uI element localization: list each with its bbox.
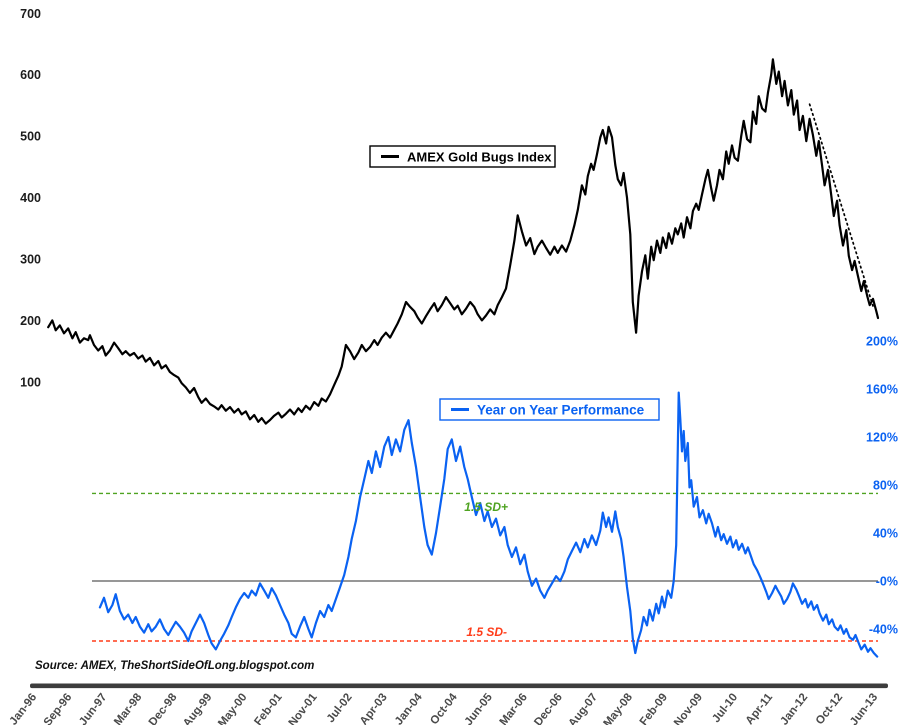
x-axis-tick-label: Aug-07 <box>567 691 600 725</box>
x-axis-tick-label: Apr-11 <box>744 691 776 725</box>
x-axis-tick-label: May-08 <box>602 691 636 725</box>
x-axis-line <box>30 683 888 689</box>
left-axis-tick-label: 400 <box>20 191 41 205</box>
band-lines <box>92 492 878 642</box>
right-axis-tick-label: 200% <box>866 335 898 349</box>
right-axis-tick-label: 120% <box>866 431 898 445</box>
x-axis-tick-label: Dec-06 <box>532 691 565 725</box>
yoy-line <box>98 391 879 658</box>
trend-dotted-line <box>808 103 875 310</box>
x-axis-tick-label: Sep-96 <box>42 691 75 725</box>
x-axis-tick-label: Jun-13 <box>848 691 880 725</box>
x-axis-tick-label: Jan-12 <box>778 691 810 725</box>
x-axis-tick-label: Nov-01 <box>287 691 320 725</box>
annotations <box>808 103 875 310</box>
x-axis-tick-label: Aug-99 <box>181 691 214 725</box>
x-axis-tick-label: Apr-03 <box>358 691 390 725</box>
right-axis-tick-label: -40% <box>869 623 898 637</box>
x-axis-tick-label: Jun-97 <box>77 691 109 725</box>
legend-yoy: Year on Year Performance <box>439 398 660 421</box>
x-axis-tick-label: Oct-04 <box>428 691 460 725</box>
x-axis-tick-label: May-00 <box>216 691 249 725</box>
x-axis-labels: Jan-96 Sep-96 Jun-97 Mar-98 Dec-98 Aug-99 May-… <box>7 691 880 725</box>
x-axis-tick-label: Mar-98 <box>112 691 145 725</box>
series-lines <box>47 58 880 658</box>
source-note: Source: AMEX, TheShortSideOfLong.blogspo… <box>35 660 314 672</box>
x-axis-tick-label: Oct-12 <box>814 691 845 725</box>
legend-yoy-box <box>439 398 660 421</box>
left-axis-tick-label: 600 <box>20 68 41 82</box>
left-axis-tick-label: 100 <box>20 375 41 389</box>
left-axis: 700 600 500 400 300 200 100 <box>20 7 41 390</box>
x-axis-tick-label: Feb-09 <box>638 691 670 725</box>
legend-index-label: AMEX Gold Bugs Index <box>407 150 552 165</box>
x-axis-tick-label: Jan-04 <box>393 691 425 725</box>
right-axis-tick-label: 160% <box>866 383 898 397</box>
legend-index-box <box>369 145 556 168</box>
x-axis-tick-label: Jan-96 <box>7 691 39 725</box>
x-axis-tick-label: Jul-10 <box>710 691 740 725</box>
x-axis-tick-label: Feb-01 <box>252 691 285 725</box>
x-axis-tick-label: Jul-02 <box>325 691 355 725</box>
x-axis-tick-label: Nov-09 <box>672 691 705 725</box>
x-axis-tick-label: Jun-05 <box>463 691 496 725</box>
legend-yoy-label: Year on Year Performance <box>477 403 645 418</box>
sd-plus-label: 1.5 SD+ <box>464 500 508 514</box>
left-axis-tick-label: 300 <box>20 253 41 267</box>
right-axis-tick-label: 80% <box>873 479 898 493</box>
left-axis-tick-label: 700 <box>20 7 41 21</box>
right-axis: 200% 160% 120% 80% 40% -0% -40% <box>866 335 898 637</box>
sd-minus-label: 1.5 SD- <box>466 625 507 639</box>
right-axis-tick-label: -0% <box>876 575 898 589</box>
left-axis-tick-label: 200 <box>20 314 41 328</box>
x-axis-tick-label: Dec-98 <box>147 691 180 725</box>
left-axis-tick-label: 500 <box>20 130 41 144</box>
x-axis-tick-label: Mar-06 <box>498 691 530 725</box>
index-line <box>47 58 880 425</box>
legend-index: AMEX Gold Bugs Index <box>369 145 556 168</box>
right-axis-tick-label: 40% <box>873 527 898 541</box>
